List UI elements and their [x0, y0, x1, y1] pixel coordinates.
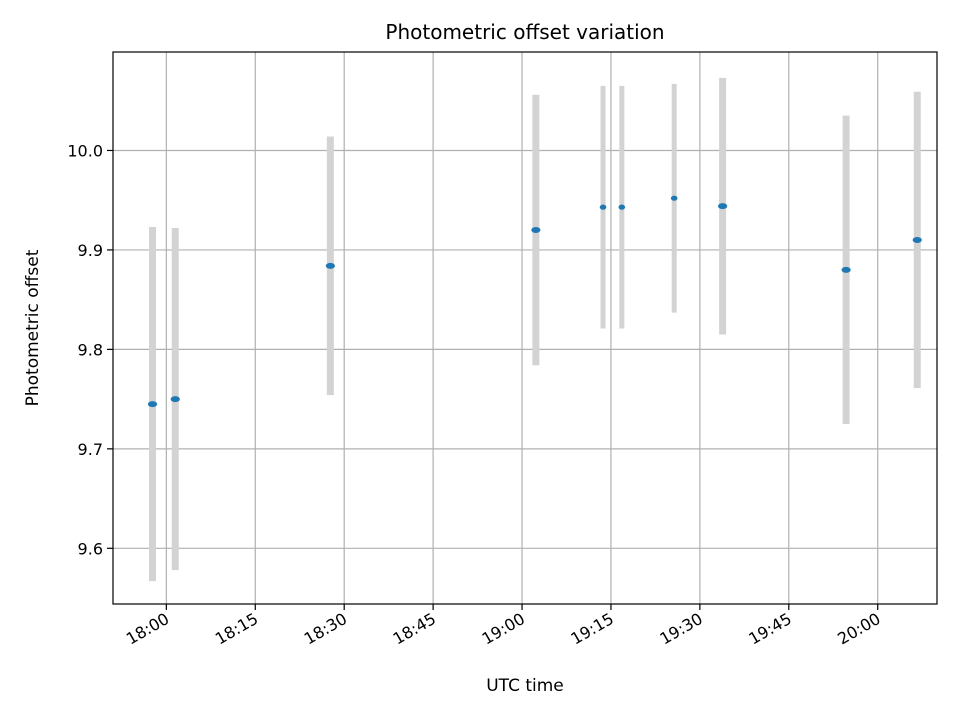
y-axis-ticks: 9.6 9.7 9.8 9.9 10.0 — [67, 141, 113, 558]
data-point — [170, 396, 180, 403]
y-axis-label: Photometric offset — [23, 249, 43, 406]
data-point — [147, 401, 158, 408]
y-tick-label: 9.8 — [78, 340, 103, 359]
data-point — [325, 262, 335, 269]
data-point — [618, 204, 626, 210]
chart-title: Photometric offset variation — [385, 20, 664, 44]
data-point — [841, 266, 851, 273]
y-tick-label: 9.7 — [78, 440, 103, 459]
y-tick-label: 10.0 — [67, 141, 103, 160]
data-point — [912, 236, 922, 243]
data-point — [670, 195, 678, 201]
data-point — [531, 227, 541, 234]
data-point — [718, 203, 728, 210]
data-point — [599, 204, 607, 210]
x-axis-label: UTC time — [486, 676, 564, 696]
y-tick-label: 9.6 — [78, 539, 103, 558]
plot-frame — [112, 51, 938, 605]
data-points — [147, 195, 922, 408]
y-tick-label: 9.9 — [78, 241, 103, 260]
grid — [113, 52, 937, 604]
